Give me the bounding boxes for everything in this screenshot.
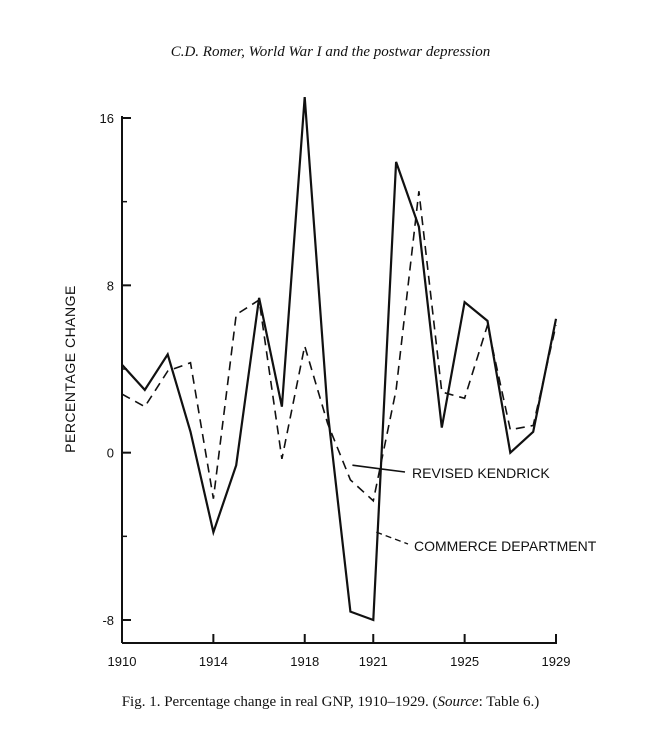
figure-caption: Fig. 1. Percentage change in real GNP, 1… xyxy=(0,694,661,711)
x-tick-label: 1918 xyxy=(290,654,319,669)
y-tick-label: 8 xyxy=(107,278,114,293)
caption-prefix: Fig. 1. Percentage change in real GNP, 1… xyxy=(121,694,438,710)
caption-source-word: Source xyxy=(437,694,479,710)
y-tick-label: -8 xyxy=(102,613,114,628)
chart-axes: -8 0 8 16 1910 1914 1918 1921 1925 1929 PERCENTAGE… xyxy=(62,111,570,669)
chart-series-layer xyxy=(121,97,558,622)
caption-suffix: : Table 6.) xyxy=(478,694,540,710)
series-line-revised-kendrick xyxy=(121,97,558,622)
y-axis-title: PERCENTAGE CHANGE xyxy=(62,285,78,453)
x-tick-label: 1929 xyxy=(542,654,571,669)
commerce-department-leader xyxy=(376,531,409,545)
revised-kendrick-label: REVISED KENDRICK xyxy=(412,465,550,481)
running-header: C.D. Romer, World War I and the postwar … xyxy=(170,44,491,60)
revised-kendrick-leader xyxy=(352,464,406,473)
gnp-line-chart: -8 0 8 16 1910 1914 1918 1921 1925 1929 PERCENTAGE… xyxy=(62,97,597,669)
y-tick-label: 0 xyxy=(107,446,114,461)
commerce-department-label: COMMERCE DEPARTMENT xyxy=(414,538,597,554)
y-tick-label: 16 xyxy=(100,111,114,126)
chart-annotation-layer: REVISED KENDRICK COMMERCE DEPARTMENT xyxy=(352,464,597,554)
x-tick-label: 1921 xyxy=(359,654,388,669)
x-tick-label: 1925 xyxy=(450,654,479,669)
series-line-commerce-department xyxy=(121,191,557,503)
x-tick-label: 1910 xyxy=(108,654,137,669)
x-tick-label: 1914 xyxy=(199,654,228,669)
